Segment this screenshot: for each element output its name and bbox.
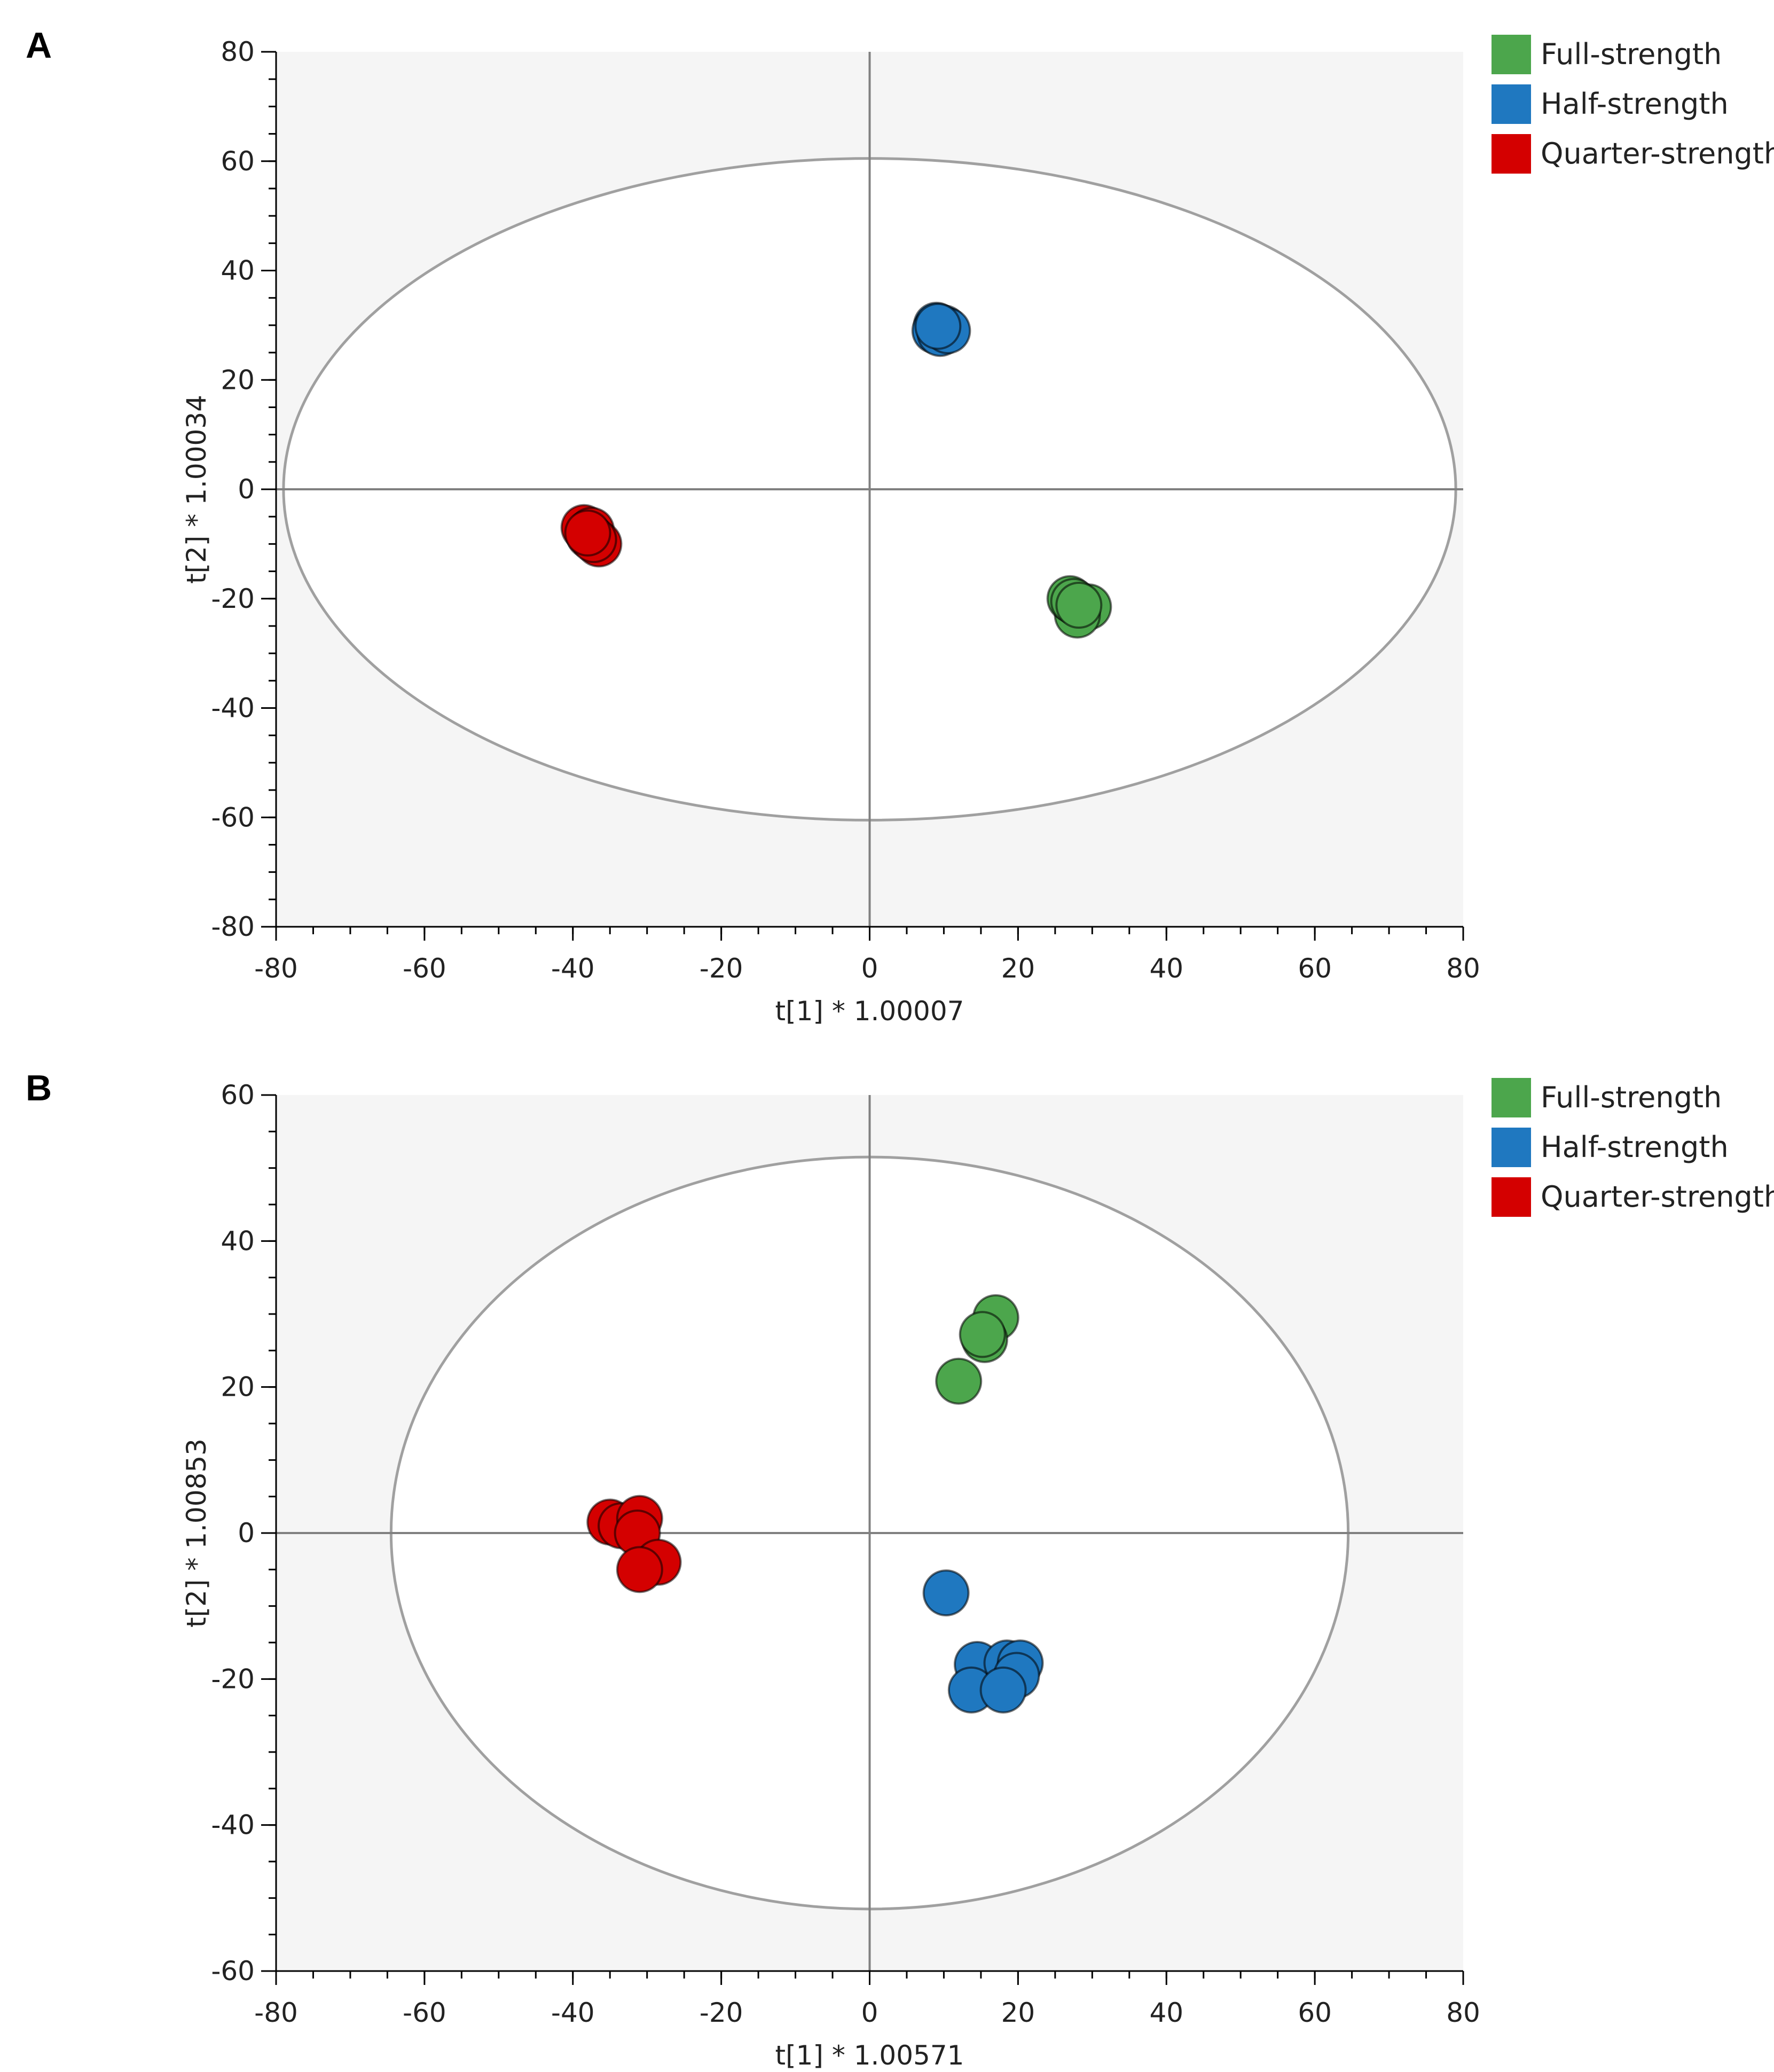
panel-b-y-tick-label: -40 — [211, 1810, 255, 1841]
panel-b: B -80 -60 -40 -20 0 20 40 60 80 60 40 20 0 -20 -40 -60 t[… — [26, 1068, 1774, 2071]
panel-a-x-axis-label: t[1] * 1.00007 — [775, 996, 964, 1027]
panel-a-y-tick-label: -40 — [211, 693, 255, 724]
panel-b-legend-swatch-half — [1492, 1128, 1531, 1167]
panel-b-x-axis-label: t[1] * 1.00571 — [775, 2040, 964, 2071]
panel-a-point-half — [914, 302, 962, 350]
panel-a-x-tick-label: -80 — [254, 953, 298, 984]
panel-b-x-tick-label: 20 — [1001, 1997, 1035, 2028]
panel-b-y-tick-label: 40 — [221, 1225, 255, 1256]
panel-b-point-half — [979, 1666, 1027, 1714]
panel-a-legend-swatch-quarter — [1492, 134, 1531, 174]
panel-b-legend-label: Half-strength — [1541, 1130, 1729, 1164]
panel-a-y-tick-label: -60 — [211, 802, 255, 833]
panel-a-point-full — [1055, 582, 1103, 629]
panel-a-x-tick-label: -40 — [551, 953, 595, 984]
panel-b-x-tick-label: 80 — [1446, 1997, 1480, 2028]
panel-a-legend-label: Half-strength — [1541, 87, 1729, 121]
panel-b-y-tick-label: 20 — [221, 1372, 255, 1403]
panel-a-legend-swatch-half — [1492, 84, 1531, 124]
panel-a-y-tick-label: 80 — [221, 36, 255, 67]
panel-a-y-axis-label: t[2] * 1.00034 — [181, 395, 212, 584]
panel-b-legend-swatch-full — [1492, 1078, 1531, 1117]
panel-b-x-tick-label: 40 — [1149, 1997, 1183, 2028]
panel-b-y-tick-label: 0 — [238, 1518, 255, 1549]
panel-a-x-tick-label: 20 — [1001, 953, 1035, 984]
panel-a-y-tick-label: 60 — [221, 146, 255, 177]
panel-a-x-tick-label: 60 — [1298, 953, 1332, 984]
panel-a-y-tick-label: -20 — [211, 583, 255, 614]
panel-b-x-tick-label: 0 — [861, 1997, 878, 2028]
panel-b-x-tick-label: -40 — [551, 1997, 595, 2028]
panel-b-legend-label: Full-strength — [1541, 1081, 1722, 1114]
panel-b-point-full — [959, 1311, 1006, 1358]
panel-a-legend-swatch-full — [1492, 35, 1531, 74]
panel-a-x-tick-label: 40 — [1149, 953, 1183, 984]
panel-b-point-quarter — [616, 1546, 663, 1593]
panel-b-legend-swatch-quarter — [1492, 1177, 1531, 1217]
panel-a-y-tick-label: 0 — [238, 474, 255, 505]
panel-a-y-tick-label: -80 — [211, 911, 255, 942]
panel-a-y-tick-label: 40 — [221, 255, 255, 286]
panel-b-y-axis-label: t[2] * 1.00853 — [181, 1438, 212, 1628]
panel-b-y-tick-label: -20 — [211, 1663, 255, 1694]
panel-a-x-tick-label: -60 — [403, 953, 446, 984]
panel-a-letter: A — [26, 25, 52, 66]
panel-b-legend-label: Quarter-strength — [1541, 1180, 1774, 1214]
panel-a-x-tick-label: 0 — [861, 953, 878, 984]
panel-b-x-tick-label: -80 — [254, 1997, 298, 2028]
panel-b-x-tick-label: 60 — [1298, 1997, 1332, 2028]
panel-b-point-half — [922, 1569, 970, 1617]
panel-a-legend-label: Quarter-strength — [1541, 137, 1774, 170]
panel-a: A -80 -60 -40 -20 0 20 40 60 80 80 60 40 20 0 -20 -40 -60… — [26, 25, 1774, 1027]
panel-a-point-quarter — [564, 509, 611, 557]
panel-a-legend-label: Full-strength — [1541, 37, 1722, 71]
panel-b-x-tick-label: -60 — [403, 1997, 446, 2028]
panel-b-letter: B — [26, 1068, 52, 1108]
panel-b-y-tick-label: 60 — [221, 1080, 255, 1111]
panel-a-x-tick-label: 80 — [1446, 953, 1480, 984]
panel-b-x-tick-label: -20 — [700, 1997, 743, 2028]
panel-b-point-full — [935, 1357, 983, 1405]
panel-b-y-tick-label: -60 — [211, 1956, 255, 1987]
panel-a-x-tick-label: -20 — [700, 953, 743, 984]
panel-a-y-tick-label: 20 — [221, 364, 255, 395]
